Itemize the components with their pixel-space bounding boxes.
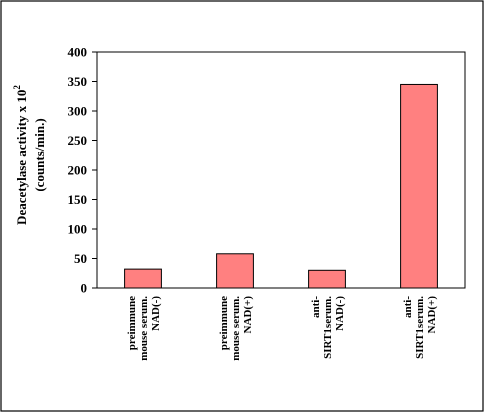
bars [124,83,438,289]
y-axis-label-superscript: 2 [12,85,22,90]
y-tick-label: 350 [68,74,88,89]
x-category-label-line: anti- [402,296,414,318]
y-tick-label: 200 [68,163,88,178]
bar [400,83,438,289]
y-tick-label: 300 [68,104,88,119]
y-tick-label: 0 [81,281,88,296]
x-category-label-line: SIRT1serum. [322,296,334,359]
y-axis-label-line2: (counts/min.) [32,118,47,191]
x-category-label-line: preimmune [126,296,138,350]
bar [124,268,162,289]
x-category-label-line: mouse serum. [138,296,150,361]
x-category-label-line: anti- [310,296,322,318]
y-axis-label: Deacetylase activity x 102 [12,85,29,225]
y-tick-label: 250 [68,133,88,148]
y-tick-label: 100 [68,222,88,237]
y-tick-label: 400 [68,45,88,60]
x-category-label-line: SIRT1serum. [414,296,426,359]
bar [308,269,346,289]
x-category-label-line: mouse serum. [230,296,242,361]
x-category-label-line: NAD(+) [426,296,438,334]
y-tick-label: 150 [68,192,88,207]
y-tick-label: 50 [74,251,87,266]
y-axis-label-line1: Deacetylase activity x 10 [14,90,29,225]
x-category-label-line: NAD(-) [334,296,346,331]
x-category-label-line: NAD(-) [150,296,162,331]
y-axis-ticks: 0 50 100 150 200 250 300 350 400 [68,45,97,296]
bar [216,253,254,289]
x-axis-category-labels: preimmune mouse serum. NAD(-) preimmune mous… [126,296,438,361]
x-category-label-line: preimmune [218,296,230,350]
x-category-label-line: NAD(+) [242,296,254,334]
